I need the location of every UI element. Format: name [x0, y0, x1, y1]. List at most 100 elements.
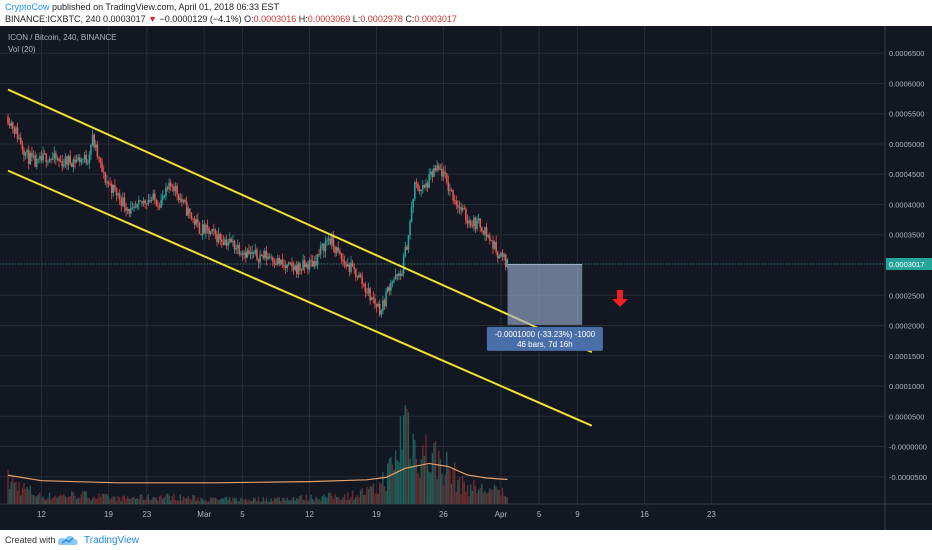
volume-bar	[457, 479, 459, 504]
volume-bar	[170, 500, 172, 504]
candle-body	[401, 273, 403, 277]
y-tick-label: 0.0006500	[889, 49, 924, 58]
candle-body	[254, 249, 257, 254]
tradingview-logo-icon	[58, 536, 78, 545]
candle-body	[398, 273, 400, 276]
candle-body	[236, 245, 239, 248]
volume-bar	[371, 486, 373, 504]
volume-bar	[93, 496, 95, 504]
volume-bar	[257, 497, 260, 504]
volume-bar	[193, 495, 196, 504]
candle-body	[318, 254, 320, 255]
candle-body	[286, 264, 288, 269]
candle-body	[45, 153, 48, 163]
volume-bar	[276, 497, 279, 504]
volume-bar	[358, 497, 360, 504]
volume-bar	[74, 495, 76, 504]
candle-body	[217, 233, 220, 243]
candle-body	[319, 246, 322, 255]
candle-body	[128, 209, 131, 214]
volume-bar	[20, 495, 22, 504]
volume-bar	[272, 501, 274, 504]
volume-bar	[377, 493, 379, 504]
candle-body	[268, 256, 271, 258]
volume-bar	[254, 498, 256, 504]
x-tick-label: 9	[575, 510, 580, 519]
volume-bar	[99, 496, 102, 504]
candle-body	[115, 188, 118, 196]
candle-body	[380, 310, 383, 315]
volume-bar	[374, 493, 376, 504]
candle-body	[488, 235, 491, 241]
volume-bar	[82, 490, 84, 504]
volume-bar	[390, 457, 392, 504]
volume-bar	[345, 499, 347, 504]
volume-bar	[98, 493, 100, 504]
projection-box	[507, 264, 583, 325]
footer: Created with TradingView	[0, 530, 932, 550]
candle-body	[340, 253, 343, 260]
candle-body	[181, 198, 183, 202]
volume-bar	[66, 497, 68, 504]
candle-body	[404, 246, 407, 257]
volume-bar	[312, 499, 314, 504]
volume-bar	[313, 500, 316, 504]
volume-bar	[233, 498, 236, 504]
volume-bar	[71, 491, 73, 504]
volume-bar	[39, 492, 41, 504]
chart-area[interactable]: -0.0001000 (-33.23%) -1000 46 bars, 7d 16…	[0, 26, 932, 530]
y-tick-label: 0.0001500	[889, 352, 924, 361]
volume-bar	[473, 479, 475, 504]
volume-bar	[455, 491, 457, 504]
low-key: L:	[352, 14, 361, 24]
volume-bar	[88, 498, 91, 504]
volume-bar	[106, 493, 108, 504]
candle-body	[367, 288, 370, 294]
volume-bar	[158, 496, 161, 504]
volume-bar	[449, 469, 451, 504]
volume-bar	[75, 499, 78, 504]
candle-body	[72, 159, 75, 168]
candle-body	[310, 259, 312, 261]
volume-bar	[379, 482, 381, 504]
candle-body	[481, 227, 483, 231]
candle-body	[155, 199, 158, 206]
candle-body	[501, 252, 504, 257]
volume-bar	[221, 498, 223, 504]
candle-body	[10, 122, 12, 126]
candle-body	[187, 208, 190, 216]
volume-bar	[396, 460, 398, 504]
volume-bar	[31, 494, 33, 504]
volume-bar	[101, 493, 103, 504]
publish-header: CryptoCow published on TradingView.com, …	[0, 0, 932, 26]
candle-body	[383, 300, 386, 307]
volume-bar	[315, 496, 317, 504]
author-link[interactable]: CryptoCow	[5, 2, 50, 12]
candle-body	[425, 183, 427, 188]
volume-bar	[85, 491, 87, 504]
projection-label-line2: 46 bars, 7d 16h	[517, 340, 573, 349]
candle-body	[506, 259, 509, 267]
tradingview-brand[interactable]: TradingView	[84, 535, 140, 546]
volume-bar	[178, 501, 180, 504]
candle-body	[74, 159, 76, 163]
candle-body	[205, 224, 207, 234]
candle-body	[257, 258, 260, 263]
volume-bar	[213, 497, 215, 504]
candle-body	[96, 144, 99, 157]
volume-bar	[230, 501, 233, 504]
candle-body	[238, 245, 241, 255]
candle-body	[256, 249, 258, 259]
candle-body	[136, 203, 139, 208]
candle-body	[35, 159, 38, 167]
volume-bar	[484, 490, 486, 504]
volume-bar	[118, 497, 121, 504]
volume-bar	[252, 497, 255, 504]
candle-body	[495, 241, 497, 252]
candle-body	[323, 244, 325, 252]
candle-body	[50, 159, 52, 160]
x-tick-label: Apr	[495, 510, 508, 519]
volume-bar	[117, 495, 119, 504]
y-tick-label: 0.0002500	[889, 291, 924, 300]
volume-bar	[468, 496, 470, 504]
